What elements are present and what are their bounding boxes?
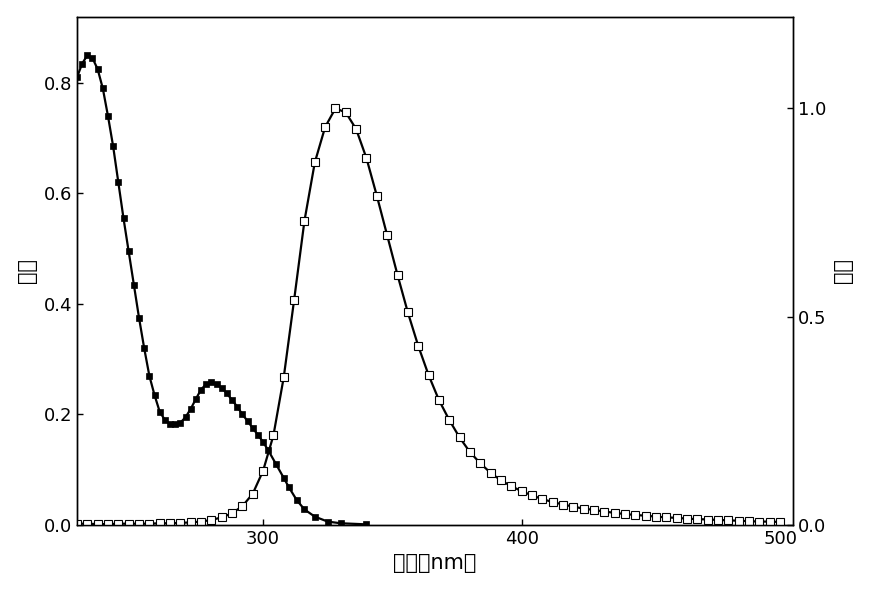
Y-axis label: 强度: 强度 [833, 258, 852, 283]
Y-axis label: 强度: 强度 [17, 258, 36, 283]
X-axis label: 波长（nm）: 波长（nm） [393, 553, 476, 573]
